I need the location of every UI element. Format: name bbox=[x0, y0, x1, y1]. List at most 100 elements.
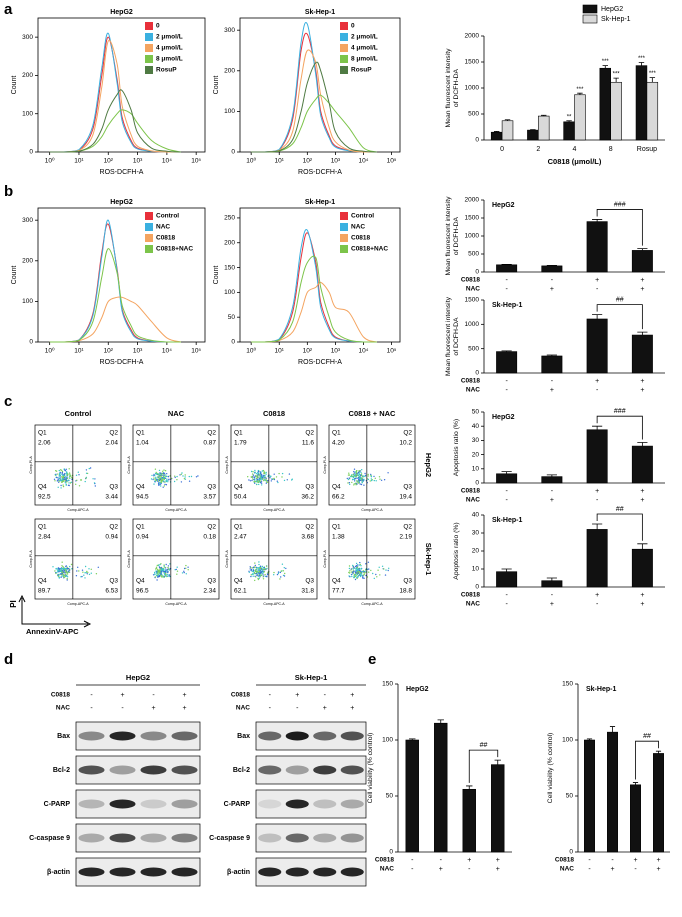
event-dot bbox=[363, 484, 365, 486]
event-dot bbox=[271, 478, 273, 481]
event-dot bbox=[151, 474, 153, 477]
event-dot bbox=[63, 571, 65, 573]
event-dot bbox=[66, 472, 68, 474]
significance-mark: *** bbox=[613, 72, 621, 78]
event-dot bbox=[348, 572, 351, 574]
event-dot bbox=[75, 474, 78, 476]
event-dot bbox=[251, 570, 253, 572]
treatment-label: C0818 bbox=[375, 857, 395, 864]
event-dot bbox=[190, 475, 193, 478]
x-tick-label: 10¹ bbox=[275, 348, 285, 355]
quadrant-name: Q3 bbox=[305, 484, 314, 491]
event-dot bbox=[347, 478, 350, 481]
x-axis-label: ROS-DCFH-A bbox=[298, 169, 342, 176]
error-bar bbox=[546, 354, 557, 356]
event-dot bbox=[84, 565, 87, 568]
treatment-sign: - bbox=[411, 857, 414, 864]
significance-mark: ** bbox=[567, 114, 572, 120]
event-dot bbox=[348, 477, 350, 479]
event-dot bbox=[358, 473, 360, 476]
plot-axis-label: Comp-PI-A bbox=[127, 550, 131, 568]
bar bbox=[599, 67, 612, 141]
event-dot bbox=[363, 577, 365, 579]
event-dot bbox=[57, 568, 60, 570]
event-dot bbox=[85, 469, 88, 471]
event-dot bbox=[71, 568, 73, 570]
event-dot bbox=[358, 476, 361, 478]
error-bar bbox=[592, 314, 603, 319]
event-dot bbox=[359, 561, 361, 564]
event-dot bbox=[168, 574, 171, 576]
event-dot bbox=[162, 486, 164, 488]
event-dot bbox=[380, 479, 383, 481]
event-dot bbox=[265, 479, 267, 481]
event-dot bbox=[284, 572, 286, 575]
y-tick-label: 40 bbox=[472, 423, 480, 430]
treatment-sign: + bbox=[640, 277, 644, 284]
event-dot bbox=[158, 478, 160, 480]
event-dot bbox=[252, 569, 255, 572]
event-dot bbox=[356, 569, 358, 572]
event-dot bbox=[67, 484, 70, 486]
event-dot bbox=[278, 472, 280, 475]
event-dot bbox=[363, 478, 365, 480]
event-dot bbox=[262, 469, 265, 472]
event-dot bbox=[160, 475, 163, 477]
event-dot bbox=[251, 479, 253, 482]
event-dot bbox=[61, 471, 63, 474]
y-tick-label: 0 bbox=[569, 849, 573, 856]
chart-title: Sk-Hep-1 bbox=[492, 517, 522, 524]
x-tick-label: 10² bbox=[303, 158, 313, 165]
treatment-sign: + bbox=[595, 277, 599, 284]
event-dot bbox=[167, 565, 170, 567]
event-dot bbox=[61, 470, 64, 473]
significance-mark: *** bbox=[638, 56, 646, 62]
treatment-sign: - bbox=[505, 277, 508, 284]
blot-band bbox=[258, 833, 282, 843]
event-dot bbox=[367, 561, 370, 563]
blot-band bbox=[140, 799, 167, 809]
treatment-sign: - bbox=[269, 692, 272, 699]
event-dot bbox=[288, 473, 291, 475]
event-dot bbox=[360, 471, 362, 474]
x-tick-label: 10³ bbox=[133, 158, 143, 165]
y-tick-label: 100 bbox=[22, 298, 33, 305]
treatment-sign: + bbox=[467, 857, 471, 864]
blot-band bbox=[313, 799, 337, 809]
y-tick-label: 1000 bbox=[465, 85, 480, 92]
quadrant-value: 1.38 bbox=[332, 534, 345, 541]
event-dot bbox=[61, 561, 63, 563]
treatment-label: NAC bbox=[380, 866, 394, 873]
treatment-sign: + bbox=[640, 601, 644, 608]
bar bbox=[541, 265, 563, 273]
quadrant-value: 62.1 bbox=[234, 588, 247, 595]
bar bbox=[501, 120, 514, 141]
treatment-sign: - bbox=[551, 488, 554, 495]
event-dot bbox=[59, 479, 62, 482]
event-dot bbox=[259, 471, 261, 473]
event-dot bbox=[256, 472, 259, 474]
blot-band bbox=[313, 731, 337, 741]
event-dot bbox=[360, 483, 363, 486]
event-dot bbox=[155, 479, 157, 482]
event-dot bbox=[183, 567, 186, 570]
bar bbox=[434, 722, 448, 853]
event-dot bbox=[61, 571, 63, 574]
bar bbox=[541, 580, 563, 588]
event-dot bbox=[165, 484, 168, 486]
error-bar bbox=[592, 523, 603, 530]
event-dot bbox=[57, 574, 59, 576]
event-dot bbox=[252, 575, 254, 577]
treatment-sign: + bbox=[633, 857, 637, 864]
event-dot bbox=[259, 478, 261, 481]
event-dot bbox=[351, 478, 354, 481]
error-bar bbox=[592, 425, 603, 430]
event-dot bbox=[94, 485, 97, 487]
event-dot bbox=[363, 571, 365, 573]
event-dot bbox=[166, 473, 168, 475]
chart-title: HepG2 bbox=[110, 199, 133, 206]
event-dot bbox=[263, 571, 266, 573]
event-dot bbox=[248, 571, 250, 573]
legend-label: 4 μmol/L bbox=[156, 45, 183, 52]
